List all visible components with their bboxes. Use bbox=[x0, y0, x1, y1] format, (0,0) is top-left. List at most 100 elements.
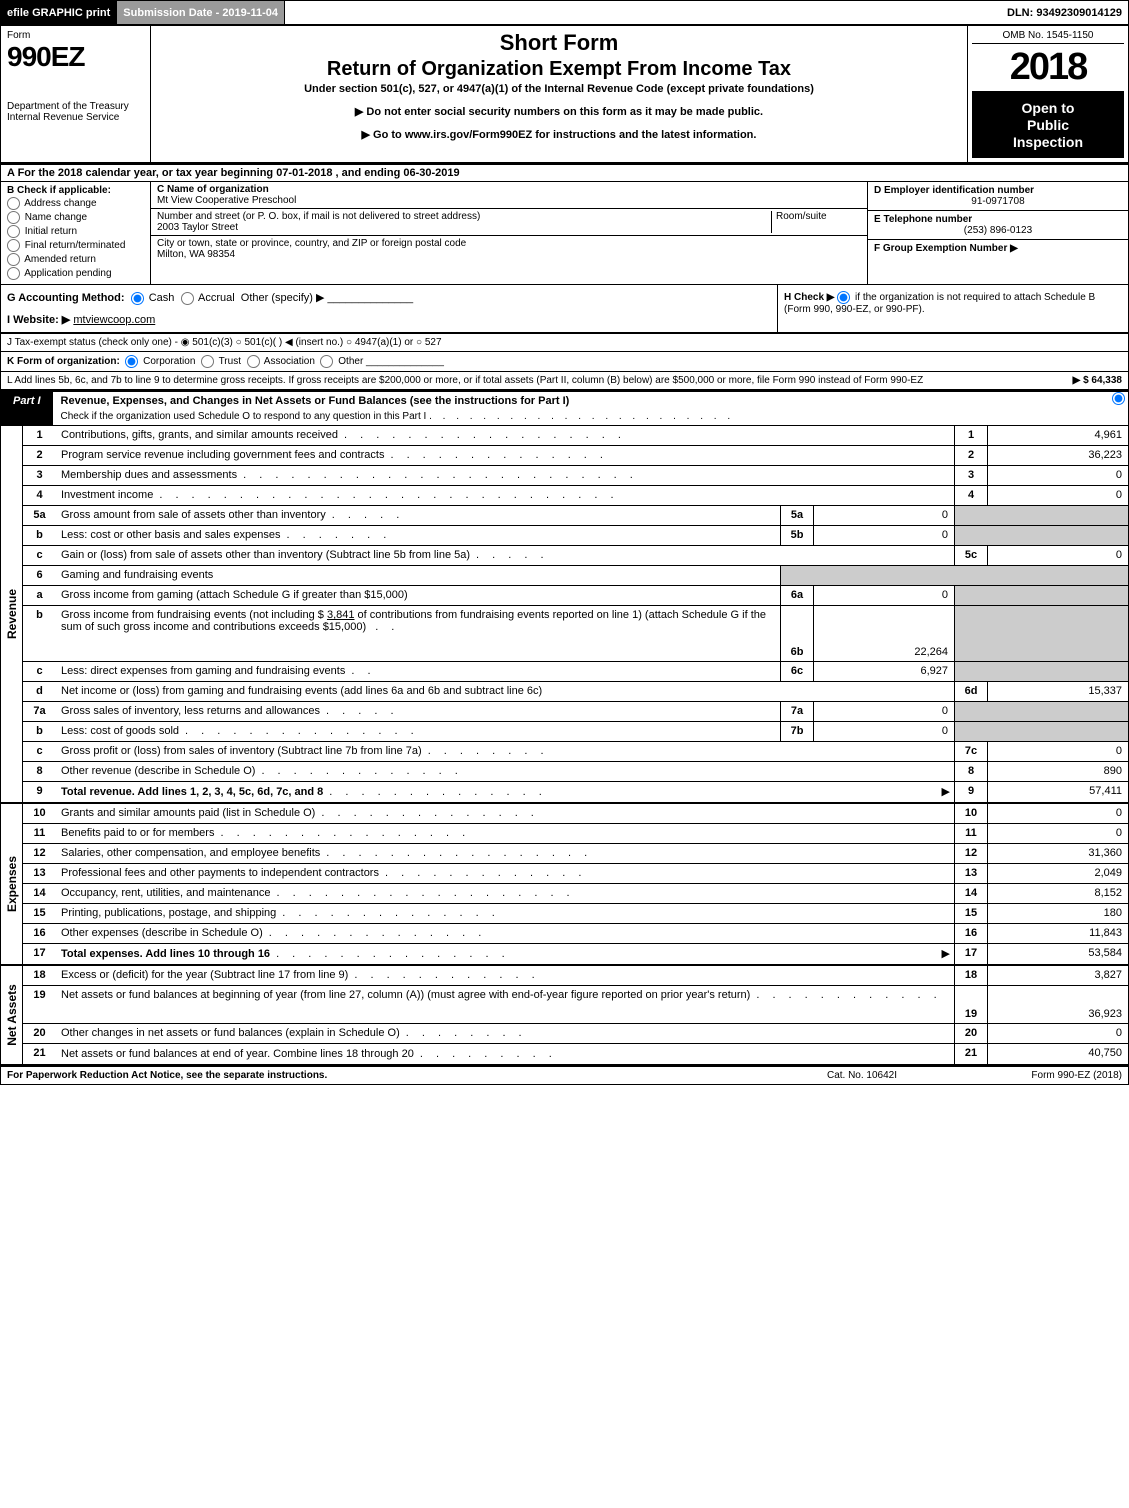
gross-receipts-amount: ▶ $ 64,338 bbox=[1002, 375, 1122, 386]
net-asset-lines: 18 Excess or (deficit) for the year (Sub… bbox=[23, 966, 1128, 1064]
part-1-tab: Part I bbox=[1, 392, 53, 425]
box-b-label: B Check if applicable: bbox=[7, 185, 144, 196]
row-gh: G Accounting Method: Cash Accrual Other … bbox=[0, 285, 1129, 333]
title-short-form: Short Form bbox=[157, 30, 961, 56]
part-1-header: Part I Revenue, Expenses, and Changes in… bbox=[0, 390, 1129, 426]
line-17: 17 Total expenses. Add lines 10 through … bbox=[23, 944, 1128, 964]
omb-number: OMB No. 1545-1150 bbox=[972, 30, 1124, 44]
line-2: 2 Program service revenue including gove… bbox=[23, 446, 1128, 466]
room-suite-label: Room/suite bbox=[771, 211, 861, 233]
row-l-gross-receipts: L Add lines 5b, 6c, and 7b to line 9 to … bbox=[0, 371, 1129, 390]
net-assets-section: Net Assets 18 Excess or (deficit) for th… bbox=[0, 964, 1129, 1065]
row-i-label: I Website: ▶ bbox=[7, 314, 70, 326]
line-6b: b Gross income from fundraising events (… bbox=[23, 606, 1128, 662]
form-number: 990EZ bbox=[7, 41, 144, 73]
check-name-change[interactable]: Name change bbox=[7, 211, 144, 224]
form-ref: Form 990-EZ (2018) bbox=[962, 1070, 1122, 1081]
form-label: Form bbox=[7, 30, 144, 41]
city: Milton, WA 98354 bbox=[157, 249, 861, 260]
part-1-title: Revenue, Expenses, and Changes in Net As… bbox=[53, 392, 1110, 410]
line-7c: c Gross profit or (loss) from sales of i… bbox=[23, 742, 1128, 762]
title-under: Under section 501(c), 527, or 4947(a)(1)… bbox=[157, 83, 961, 95]
line-5c: c Gain or (loss) from sale of assets oth… bbox=[23, 546, 1128, 566]
main-table: Revenue 1 Contributions, gifts, grants, … bbox=[0, 426, 1129, 802]
line-15: 15 Printing, publications, postage, and … bbox=[23, 904, 1128, 924]
line-6d: d Net income or (loss) from gaming and f… bbox=[23, 682, 1128, 702]
line-8: 8 Other revenue (describe in Schedule O)… bbox=[23, 762, 1128, 782]
open-public-inspection: Open to Public Inspection bbox=[972, 92, 1124, 158]
line-13: 13 Professional fees and other payments … bbox=[23, 864, 1128, 884]
top-spacer bbox=[285, 1, 1001, 24]
row-j-tax-exempt: J Tax-exempt status (check only one) - ◉… bbox=[0, 333, 1129, 351]
form-header: Form 990EZ Department of the Treasury In… bbox=[0, 26, 1129, 165]
radio-association[interactable] bbox=[247, 355, 260, 368]
check-initial-return[interactable]: Initial return bbox=[7, 225, 144, 238]
line-18: 18 Excess or (deficit) for the year (Sub… bbox=[23, 966, 1128, 986]
vert-net-assets: Net Assets bbox=[1, 966, 23, 1064]
radio-corporation[interactable] bbox=[125, 355, 138, 368]
box-b-checkboxes: B Check if applicable: Address change Na… bbox=[1, 182, 151, 284]
title-return: Return of Organization Exempt From Incom… bbox=[157, 58, 961, 81]
check-final-return[interactable]: Final return/terminated bbox=[7, 239, 144, 252]
line-19: 19 Net assets or fund balances at beginn… bbox=[23, 986, 1128, 1024]
city-label: City or town, state or province, country… bbox=[157, 238, 861, 249]
line-12: 12 Salaries, other compensation, and emp… bbox=[23, 844, 1128, 864]
line-16: 16 Other expenses (describe in Schedule … bbox=[23, 924, 1128, 944]
check-amended-return[interactable]: Amended return bbox=[7, 253, 144, 266]
line-7a: 7a Gross sales of inventory, less return… bbox=[23, 702, 1128, 722]
radio-accrual[interactable] bbox=[181, 292, 194, 305]
page-footer: For Paperwork Reduction Act Notice, see … bbox=[0, 1065, 1129, 1085]
line-3: 3 Membership dues and assessments. . . .… bbox=[23, 466, 1128, 486]
line-9: 9 Total revenue. Add lines 1, 2, 3, 4, 5… bbox=[23, 782, 1128, 802]
row-h-check: H Check ▶ if the organization is not req… bbox=[778, 285, 1128, 332]
cat-no: Cat. No. 10642I bbox=[762, 1070, 962, 1081]
submission-date: Submission Date - 2019-11-04 bbox=[117, 1, 285, 24]
year-box: OMB No. 1545-1150 2018 Open to Public In… bbox=[968, 26, 1128, 162]
line-4: 4 Investment income. . . . . . . . . . .… bbox=[23, 486, 1128, 506]
radio-cash[interactable] bbox=[131, 292, 144, 305]
tax-year: 2018 bbox=[972, 44, 1124, 92]
goto-link[interactable]: ▶ Go to www.irs.gov/Form990EZ for instru… bbox=[157, 128, 961, 141]
vert-expenses: Expenses bbox=[1, 804, 23, 964]
revenue-lines: 1 Contributions, gifts, grants, and simi… bbox=[23, 426, 1128, 802]
org-name: Mt View Cooperative Preschool bbox=[157, 195, 861, 206]
box-d-ein: D Employer identification number 91-0971… bbox=[868, 182, 1128, 211]
radio-trust[interactable] bbox=[201, 355, 214, 368]
box-f-group-exemption: F Group Exemption Number ▶ bbox=[868, 240, 1128, 257]
box-c-org-info: C Name of organization Mt View Cooperati… bbox=[151, 182, 868, 284]
line-10: 10 Grants and similar amounts paid (list… bbox=[23, 804, 1128, 824]
warning-ssn: ▶ Do not enter social security numbers o… bbox=[157, 105, 961, 118]
box-e-phone: E Telephone number (253) 896-0123 bbox=[868, 211, 1128, 240]
form-number-box: Form 990EZ Department of the Treasury In… bbox=[1, 26, 151, 162]
top-bar: efile GRAPHIC print Submission Date - 20… bbox=[0, 0, 1129, 26]
radio-other-org[interactable] bbox=[320, 355, 333, 368]
check-address-change[interactable]: Address change bbox=[7, 197, 144, 210]
line-5b: b Less: cost or other basis and sales ex… bbox=[23, 526, 1128, 546]
line-6c: c Less: direct expenses from gaming and … bbox=[23, 662, 1128, 682]
row-a-tax-year: A For the 2018 calendar year, or tax yea… bbox=[0, 165, 1129, 182]
website-link[interactable]: mtviewcoop.com bbox=[73, 314, 155, 326]
vert-revenue: Revenue bbox=[1, 426, 23, 802]
paperwork-notice: For Paperwork Reduction Act Notice, see … bbox=[7, 1070, 762, 1081]
title-box: Short Form Return of Organization Exempt… bbox=[151, 26, 968, 162]
row-k-form-org: K Form of organization: Corporation Trus… bbox=[0, 351, 1129, 371]
line-6: 6 Gaming and fundraising events bbox=[23, 566, 1128, 586]
efile-print[interactable]: efile GRAPHIC print bbox=[1, 1, 117, 24]
line-11: 11 Benefits paid to or for members. . . … bbox=[23, 824, 1128, 844]
line-21: 21 Net assets or fund balances at end of… bbox=[23, 1044, 1128, 1064]
street-label: Number and street (or P. O. box, if mail… bbox=[157, 211, 771, 222]
expense-lines: 10 Grants and similar amounts paid (list… bbox=[23, 804, 1128, 964]
expenses-section: Expenses 10 Grants and similar amounts p… bbox=[0, 802, 1129, 964]
line-14: 14 Occupancy, rent, utilities, and maint… bbox=[23, 884, 1128, 904]
part-1-sub: Check if the organization used Schedule … bbox=[53, 410, 1110, 425]
line-1: 1 Contributions, gifts, grants, and simi… bbox=[23, 426, 1128, 446]
part-1-check[interactable] bbox=[1110, 392, 1128, 425]
entity-block: B Check if applicable: Address change Na… bbox=[0, 182, 1129, 285]
check-application-pending[interactable]: Application pending bbox=[7, 267, 144, 280]
line-20: 20 Other changes in net assets or fund b… bbox=[23, 1024, 1128, 1044]
line-5a: 5a Gross amount from sale of assets othe… bbox=[23, 506, 1128, 526]
dept-treasury: Department of the Treasury Internal Reve… bbox=[7, 73, 144, 123]
check-schedule-b[interactable] bbox=[837, 291, 850, 304]
line-7b: b Less: cost of goods sold. . . . . . . … bbox=[23, 722, 1128, 742]
dln: DLN: 93492309014129 bbox=[1001, 1, 1128, 24]
